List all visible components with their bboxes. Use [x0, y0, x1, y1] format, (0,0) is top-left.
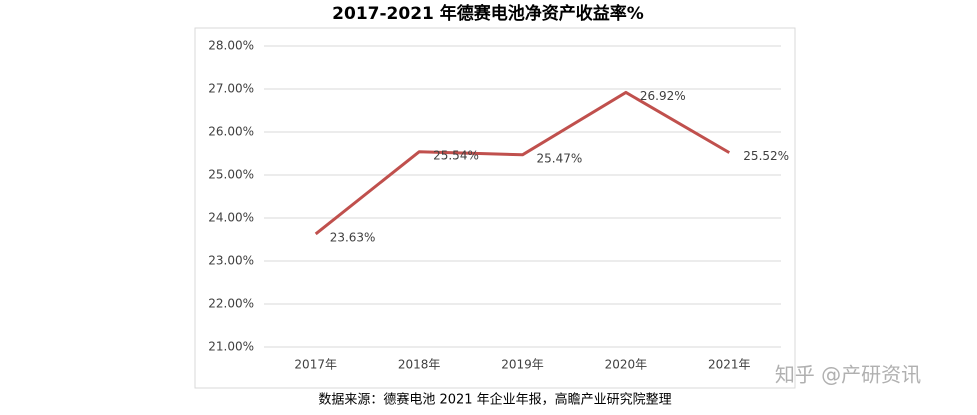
x-tick-label: 2020年 [605, 358, 648, 372]
watermark: 知乎 @产研资讯 [775, 363, 921, 387]
data-label: 25.52% [743, 149, 789, 163]
y-tick-label: 28.00% [208, 39, 254, 53]
data-label: 25.54% [433, 148, 479, 162]
source-note: 数据来源：德赛电池 2021 年企业年报，高瞻产业研究院整理 [318, 392, 671, 408]
chart-frame [194, 27, 796, 389]
x-tick-label: 2018年 [398, 358, 441, 372]
chart-title: 2017-2021 年德赛电池净资产收益率% [332, 3, 644, 24]
x-tick-label: 2019年 [501, 358, 544, 372]
x-tick-label: 2017年 [294, 358, 337, 372]
y-tick-label: 26.00% [208, 125, 254, 139]
y-tick-label: 27.00% [208, 82, 254, 96]
y-tick-label: 24.00% [208, 211, 254, 225]
data-label: 25.47% [537, 151, 583, 165]
y-tick-label: 21.00% [208, 340, 254, 354]
x-tick-label: 2021年 [708, 358, 751, 372]
data-label: 26.92% [640, 89, 686, 103]
y-tick-label: 22.00% [208, 297, 254, 311]
y-tick-label: 25.00% [208, 168, 254, 182]
data-line [314, 90, 731, 236]
data-label: 23.63% [330, 230, 376, 244]
y-tick-label: 23.00% [208, 254, 254, 268]
